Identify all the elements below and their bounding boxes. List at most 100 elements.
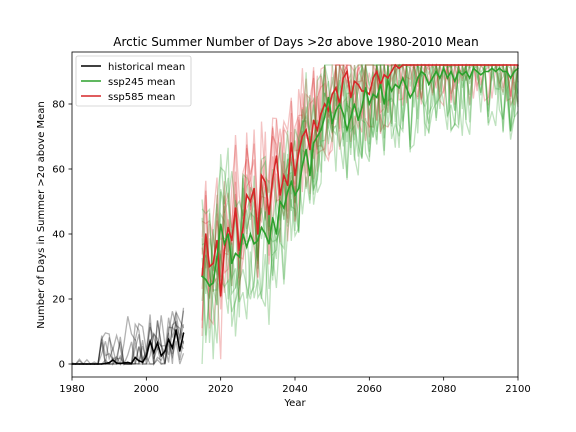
data-point-historical [167, 338, 170, 341]
data-point-ssp245 [465, 70, 467, 73]
data-point-ssp245 [242, 233, 244, 235]
x-axis: 1980 2000 2020 2040 2060 2080 2100 [59, 377, 531, 395]
legend: historical mean ssp245 mean ssp585 mean [75, 55, 192, 107]
data-point-ssp585 [446, 64, 449, 66]
data-point-ssp585 [390, 70, 393, 73]
data-point-ssp245 [494, 70, 497, 73]
data-point-ssp245 [513, 70, 516, 73]
data-point-ssp245 [498, 67, 501, 70]
data-point-ssp585 [483, 64, 486, 66]
data-point-ssp585 [509, 64, 512, 66]
data-point-ssp245 [416, 77, 419, 79]
data-point-ssp245 [420, 70, 423, 73]
data-point-ssp585 [227, 226, 229, 229]
data-point-ssp585 [420, 64, 423, 66]
data-point-ssp585 [413, 64, 415, 66]
data-point-ssp245 [368, 103, 371, 105]
x-tick-label: 2040 [282, 384, 307, 395]
data-point-historical [93, 363, 96, 365]
data-point-ssp245 [394, 83, 397, 86]
data-point-historical [171, 347, 174, 349]
data-point-ssp245 [379, 83, 382, 86]
data-point-ssp585 [335, 87, 337, 89]
data-point-ssp585 [409, 64, 412, 66]
data-point-ssp245 [268, 243, 270, 245]
y-tick-label: 60 [52, 165, 65, 176]
y-tick-label: 20 [52, 295, 65, 306]
ensemble-member-ssp585 [201, 63, 518, 326]
data-point-ssp585 [405, 64, 408, 66]
data-point-ssp245 [253, 243, 255, 245]
data-point-historical [141, 361, 144, 363]
data-point-ssp245 [491, 67, 493, 70]
data-point-ssp585 [394, 64, 397, 66]
x-tick-label: 1980 [59, 384, 84, 395]
data-point-historical [149, 340, 151, 343]
data-point-ssp245 [283, 207, 285, 209]
x-tick-label: 2080 [431, 384, 456, 395]
data-point-historical [112, 359, 114, 361]
x-axis-label: Year [283, 398, 306, 409]
data-point-ssp245 [301, 165, 304, 167]
data-point-historical [130, 362, 133, 365]
x-tick-label: 2020 [208, 384, 233, 395]
data-point-ssp585 [435, 64, 438, 66]
data-point-ssp585 [350, 96, 352, 99]
data-point-ssp585 [468, 64, 471, 66]
data-point-ssp245 [446, 77, 449, 79]
data-point-ssp585 [242, 226, 244, 229]
data-point-ssp245 [509, 77, 512, 79]
data-point-ssp245 [271, 217, 274, 219]
data-point-ssp245 [409, 96, 412, 99]
data-point-ssp585 [346, 70, 348, 73]
data-point-ssp585 [416, 64, 419, 66]
data-point-ssp585 [442, 64, 445, 66]
data-point-ssp245 [227, 233, 229, 235]
data-point-ssp245 [245, 246, 248, 248]
data-point-ssp585 [498, 64, 501, 66]
data-point-ssp245 [472, 67, 475, 70]
data-point-ssp585 [290, 142, 293, 144]
data-point-ssp245 [502, 70, 504, 73]
ensemble-member-ssp245 [201, 63, 519, 293]
data-point-historical [153, 351, 155, 354]
data-point-historical [78, 363, 81, 365]
data-point-historical [115, 362, 118, 364]
ensemble-member-ssp585 [201, 64, 519, 292]
data-point-ssp585 [494, 64, 497, 66]
data-point-ssp245 [376, 96, 378, 99]
data-point-ssp245 [506, 70, 508, 73]
data-point-ssp585 [502, 64, 504, 66]
data-point-ssp245 [238, 255, 241, 258]
data-point-ssp245 [323, 116, 326, 118]
data-point-ssp585 [283, 174, 285, 177]
y-tick-label: 40 [52, 230, 65, 241]
legend-box [75, 55, 192, 107]
ensemble-member-ssp245 [201, 62, 519, 300]
series-layer [71, 63, 519, 365]
data-point-ssp585 [398, 67, 400, 70]
data-point-ssp245 [357, 119, 360, 122]
data-point-historical [175, 329, 177, 331]
data-point-ssp585 [309, 148, 311, 151]
data-point-ssp245 [305, 148, 307, 151]
data-point-ssp585 [320, 113, 322, 115]
data-point-ssp245 [216, 255, 218, 258]
data-point-ssp585 [331, 93, 334, 96]
y-axis-label: Number of Days in Summer >2σ above Mean [36, 101, 47, 329]
data-point-ssp585 [249, 200, 252, 203]
data-point-ssp245 [346, 129, 348, 131]
data-point-ssp245 [219, 223, 222, 226]
data-point-ssp245 [350, 116, 352, 118]
data-point-ssp585 [472, 64, 475, 66]
data-point-historical [86, 363, 88, 365]
data-point-ssp245 [201, 275, 203, 278]
data-point-ssp245 [487, 70, 490, 73]
data-point-ssp585 [506, 64, 508, 66]
data-point-ssp245 [297, 187, 300, 190]
data-point-historical [179, 350, 181, 352]
data-point-ssp585 [275, 155, 278, 157]
data-point-ssp245 [387, 80, 389, 83]
data-point-historical [89, 363, 92, 365]
